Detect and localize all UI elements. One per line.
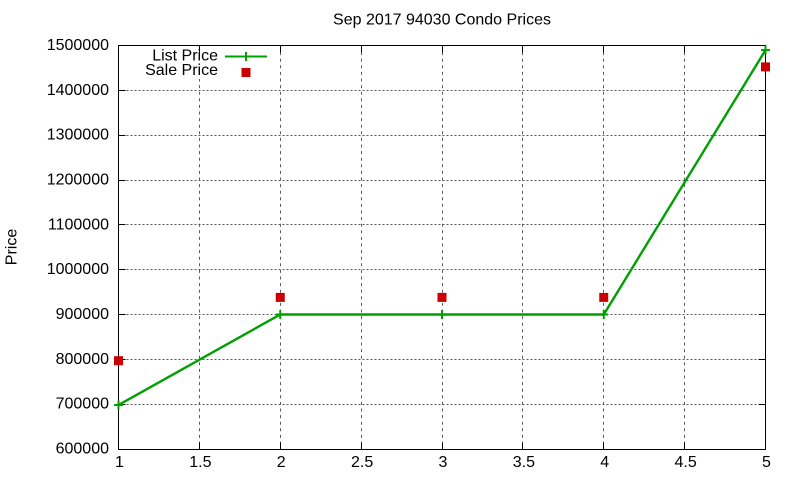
svg-text:4.5: 4.5 — [674, 454, 696, 471]
svg-text:900000: 900000 — [56, 306, 109, 323]
svg-text:Sale Price: Sale Price — [145, 62, 218, 79]
svg-text:1300000: 1300000 — [47, 127, 109, 144]
svg-text:1500000: 1500000 — [47, 37, 109, 54]
svg-text:Price: Price — [4, 229, 21, 266]
svg-text:1000000: 1000000 — [47, 261, 109, 278]
svg-text:800000: 800000 — [56, 351, 109, 368]
svg-text:5: 5 — [762, 454, 771, 471]
svg-text:1100000: 1100000 — [48, 216, 109, 233]
svg-text:1200000: 1200000 — [47, 172, 109, 189]
svg-text:3.5: 3.5 — [513, 454, 535, 471]
svg-text:2: 2 — [277, 454, 286, 471]
svg-text:1400000: 1400000 — [47, 82, 109, 99]
svg-text:2.5: 2.5 — [351, 454, 373, 471]
svg-text:700000: 700000 — [56, 396, 109, 413]
svg-text:1: 1 — [115, 454, 124, 471]
svg-text:3: 3 — [439, 454, 448, 471]
svg-text:Sep 2017 94030 Condo Prices: Sep 2017 94030 Condo Prices — [333, 12, 551, 29]
svg-text:600000: 600000 — [56, 441, 109, 458]
svg-text:List Price: List Price — [152, 48, 218, 65]
svg-text:4: 4 — [600, 454, 609, 471]
svg-text:1.5: 1.5 — [189, 454, 211, 471]
